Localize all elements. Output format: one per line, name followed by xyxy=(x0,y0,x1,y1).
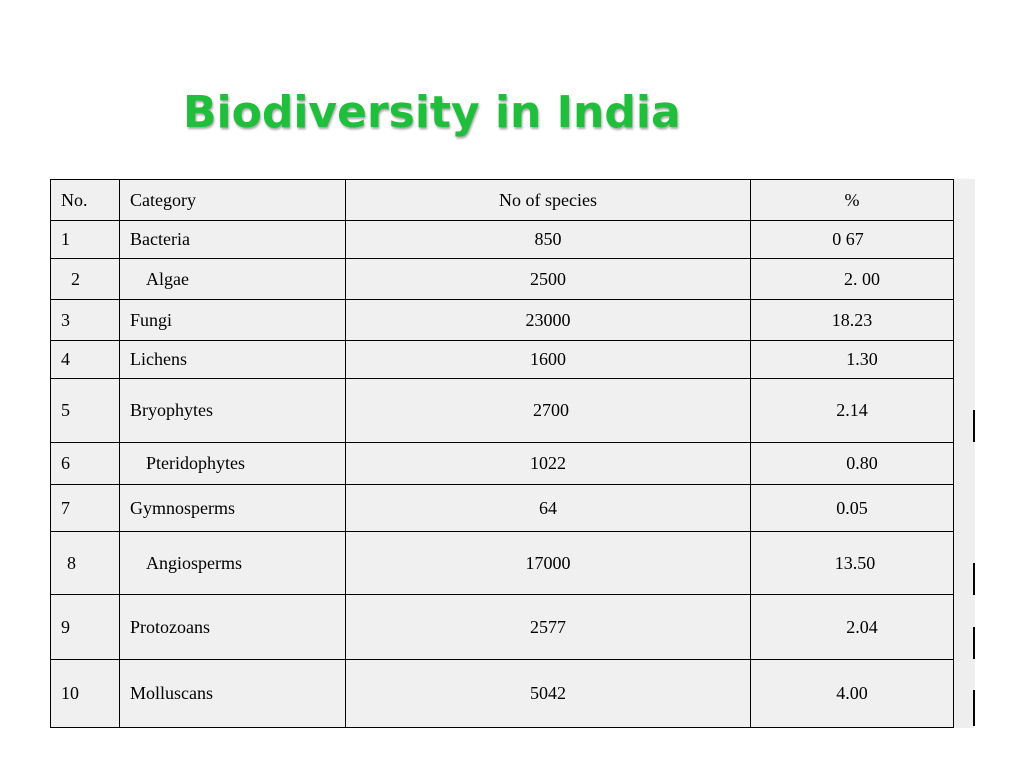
cell-no: 4 xyxy=(50,340,120,379)
cell-category: Gymnosperms xyxy=(119,484,346,532)
biodiversity-table: No. Category No of species % 1 Bacteria … xyxy=(50,179,954,728)
cell-species: 17000 xyxy=(345,531,751,595)
table-row: 6 Pteridophytes 1022 0.80 xyxy=(50,442,954,485)
table-row: 3 Fungi 23000 18.23 xyxy=(50,299,954,341)
cell-no: 2 xyxy=(50,258,120,300)
cell-category: Lichens xyxy=(119,340,346,379)
table-edge-strip xyxy=(953,179,975,728)
page-title: Biodiversity in India xyxy=(183,87,681,138)
cell-category: Molluscans xyxy=(119,659,346,728)
cell-percent: 0 67 xyxy=(750,220,954,259)
cell-no: 1 xyxy=(50,220,120,259)
table-row: 9 Protozoans 2577 2.04 xyxy=(50,594,954,660)
cell-percent: 2. 00 xyxy=(750,258,954,300)
edge-mark xyxy=(973,690,975,726)
table-row: 5 Bryophytes 2700 2.14 xyxy=(50,378,954,443)
cell-species: 2500 xyxy=(345,258,751,300)
edge-mark xyxy=(973,410,975,442)
cell-species: 2700 xyxy=(345,378,751,443)
cell-no: 3 xyxy=(50,299,120,341)
cell-category: Algae xyxy=(119,258,346,300)
table-row: 4 Lichens 1600 1.30 xyxy=(50,340,954,379)
header-species: No of species xyxy=(345,179,751,221)
cell-category: Fungi xyxy=(119,299,346,341)
table-row: 8 Angiosperms 17000 13.50 xyxy=(50,531,954,595)
cell-species: 850 xyxy=(345,220,751,259)
cell-percent: 13.50 xyxy=(750,531,954,595)
cell-species: 1600 xyxy=(345,340,751,379)
cell-no: 5 xyxy=(50,378,120,443)
header-category: Category xyxy=(119,179,346,221)
table-header-row: No. Category No of species % xyxy=(50,179,954,221)
cell-percent: 4.00 xyxy=(750,659,954,728)
cell-species: 5042 xyxy=(345,659,751,728)
header-percent: % xyxy=(750,179,954,221)
cell-species: 1022 xyxy=(345,442,751,485)
edge-mark xyxy=(973,627,975,659)
cell-species: 2577 xyxy=(345,594,751,660)
table-row: 7 Gymnosperms 64 0.05 xyxy=(50,484,954,532)
table-row: 10 Molluscans 5042 4.00 xyxy=(50,659,954,728)
cell-no: 8 xyxy=(50,531,120,595)
table-row: 1 Bacteria 850 0 67 xyxy=(50,220,954,259)
header-no: No. xyxy=(50,179,120,221)
cell-percent: 2.14 xyxy=(750,378,954,443)
cell-category: Protozoans xyxy=(119,594,346,660)
cell-category: Bryophytes xyxy=(119,378,346,443)
table-row: 2 Algae 2500 2. 00 xyxy=(50,258,954,300)
cell-no: 6 xyxy=(50,442,120,485)
cell-percent: 1.30 xyxy=(750,340,954,379)
cell-category: Bacteria xyxy=(119,220,346,259)
cell-percent: 2.04 xyxy=(750,594,954,660)
cell-no: 7 xyxy=(50,484,120,532)
cell-percent: 18.23 xyxy=(750,299,954,341)
cell-no: 10 xyxy=(50,659,120,728)
cell-category: Angiosperms xyxy=(119,531,346,595)
cell-species: 64 xyxy=(345,484,751,532)
cell-percent: 0.05 xyxy=(750,484,954,532)
cell-species: 23000 xyxy=(345,299,751,341)
edge-mark xyxy=(973,563,975,595)
cell-no: 9 xyxy=(50,594,120,660)
cell-category: Pteridophytes xyxy=(119,442,346,485)
cell-percent: 0.80 xyxy=(750,442,954,485)
